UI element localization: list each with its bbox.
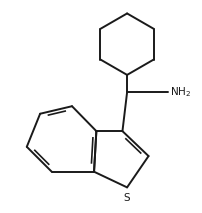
Text: NH$_2$: NH$_2$	[170, 85, 191, 99]
Text: S: S	[124, 193, 130, 203]
